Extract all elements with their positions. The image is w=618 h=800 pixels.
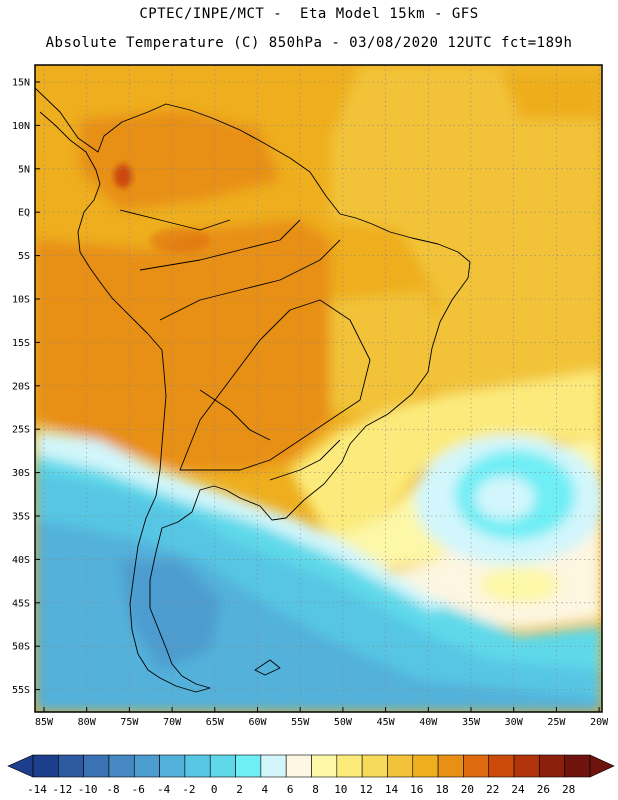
colorbar: -14 -12 -10 -8 -6 -4 -2 0 2 4 6 8 10 12 14 16 18 20 22 24 26…	[7, 754, 615, 796]
lat-tick-label: 55S	[12, 685, 30, 696]
colorbar-label: 24	[511, 783, 525, 796]
colorbar-label: 18	[435, 783, 448, 796]
lat-tick-label: 5N	[18, 164, 30, 175]
lat-tick-label: 10S	[12, 295, 30, 306]
latitude-axis: 15N 10N 5N EQ 5S 10S 15S 20S 25S 30S 35S 40S 45S 50S 5…	[12, 78, 40, 696]
colorbar-label: -10	[78, 783, 98, 796]
colorbar-label: 20	[461, 783, 474, 796]
longitude-axis: 85W 80W 75W 70W 65W 60W 55W 50W 45W 40W 35W 30W 25W 2…	[35, 707, 609, 728]
colorbar-swatch	[209, 754, 236, 778]
colorbar-swatch	[336, 754, 363, 778]
colorbar-arrow-high	[589, 754, 615, 778]
colorbar-swatch	[32, 754, 59, 778]
colorbar-label: 28	[562, 783, 575, 796]
chart-title-line-2: Absolute Temperature (C) 850hPa - 03/08/…	[45, 35, 573, 51]
lat-tick-label: 45S	[12, 598, 30, 609]
lat-tick-label: 35S	[12, 512, 30, 523]
lat-tick-label: 40S	[12, 555, 30, 566]
colorbar-swatch	[463, 754, 490, 778]
colorbar-swatch	[83, 754, 110, 778]
colorbar-label: 16	[410, 783, 423, 796]
lat-tick-label: 10N	[12, 121, 30, 132]
colorbar-label: 14	[385, 783, 399, 796]
colorbar-label: -6	[132, 783, 145, 796]
colorbar-swatch	[159, 754, 186, 778]
colorbar-label: 2	[236, 783, 243, 796]
lon-tick-label: 75W	[120, 717, 139, 728]
lon-tick-label: 80W	[78, 717, 97, 728]
lon-tick-label: 65W	[206, 717, 225, 728]
lat-tick-label: 50S	[12, 642, 30, 653]
lon-tick-label: 40W	[419, 717, 438, 728]
lon-tick-label: 35W	[462, 717, 481, 728]
colorbar-label: -4	[157, 783, 171, 796]
colorbar-swatch	[311, 754, 338, 778]
colorbar-swatch	[387, 754, 414, 778]
chart-title-line-1: CPTEC/INPE/MCT - Eta Model 15km - GFS	[139, 6, 479, 22]
map-frame	[34, 64, 603, 713]
colorbar-label: -8	[106, 783, 119, 796]
colorbar-swatch	[285, 754, 312, 778]
lon-tick-label: 30W	[505, 717, 524, 728]
colorbar-label: -14	[27, 783, 47, 796]
colorbar-label: -2	[182, 783, 195, 796]
lat-tick-label: 15N	[12, 78, 30, 89]
colorbar-swatch	[133, 754, 160, 778]
lat-tick-label: 5S	[18, 251, 30, 262]
lat-tick-label: 30S	[12, 468, 30, 479]
colorbar-swatch	[108, 754, 135, 778]
lon-tick-label: 55W	[291, 717, 310, 728]
colorbar-swatch	[412, 754, 439, 778]
colorbar-swatch	[235, 754, 262, 778]
lon-tick-label: 20W	[590, 717, 609, 728]
lat-tick-label: 20S	[12, 381, 30, 392]
lat-tick-label: 15S	[12, 338, 30, 349]
colorbar-swatch	[488, 754, 515, 778]
colorbar-label: 12	[360, 783, 373, 796]
colorbar-label: 8	[312, 783, 319, 796]
colorbar-swatch	[260, 754, 287, 778]
colorbar-label: 6	[287, 783, 294, 796]
colorbar-swatch	[539, 754, 565, 778]
colorbar-swatch	[564, 754, 591, 778]
lon-tick-label: 25W	[547, 717, 566, 728]
colorbar-label: 4	[262, 783, 269, 796]
colorbar-label: -12	[52, 783, 72, 796]
colorbar-label: 26	[537, 783, 550, 796]
lon-tick-label: 70W	[163, 717, 182, 728]
colorbar-swatch	[513, 754, 540, 778]
colorbar-swatch	[58, 754, 84, 778]
lon-tick-label: 60W	[248, 717, 267, 728]
colorbar-swatch	[437, 754, 464, 778]
temperature-field	[35, 65, 602, 712]
lon-tick-label: 50W	[334, 717, 353, 728]
colorbar-swatch	[184, 754, 211, 778]
colorbar-label: 10	[334, 783, 347, 796]
colorbar-label: 0	[211, 783, 218, 796]
colorbar-swatch	[361, 754, 388, 778]
lat-tick-label: EQ	[18, 208, 30, 219]
coastline-outline	[35, 87, 471, 693]
colorbar-label: 22	[486, 783, 499, 796]
lon-tick-label: 85W	[35, 717, 54, 728]
colorbar-arrow-low	[7, 754, 34, 778]
lon-tick-label: 45W	[377, 717, 396, 728]
lat-tick-label: 25S	[12, 425, 30, 436]
